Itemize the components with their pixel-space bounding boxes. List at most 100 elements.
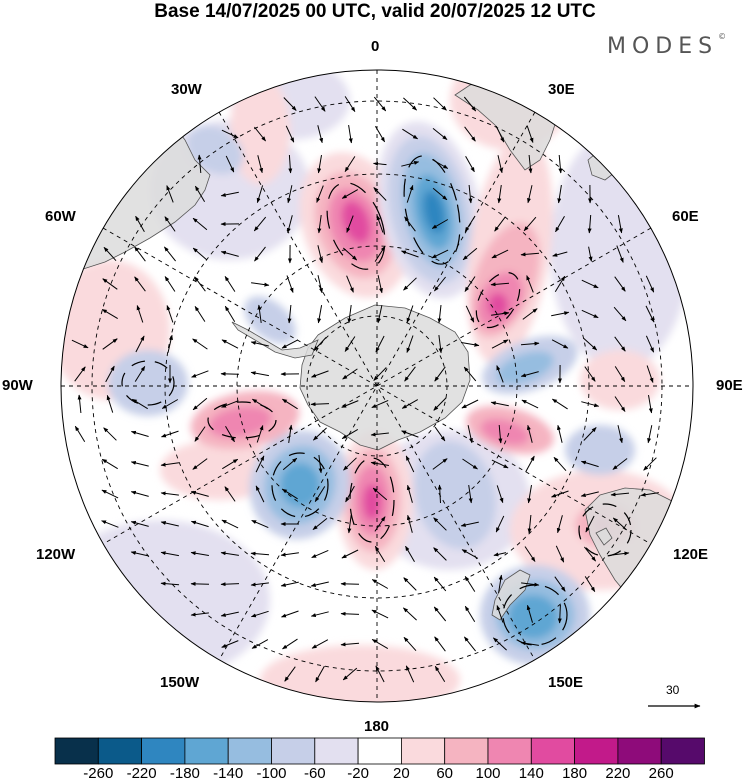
wind-arrow — [405, 665, 415, 683]
wind-arrow — [610, 492, 630, 497]
wind-arrow — [580, 460, 599, 468]
wind-arrow — [612, 458, 628, 470]
wind-arrow — [433, 97, 447, 111]
colorbar-swatch — [227, 737, 272, 765]
wind-arrow — [614, 276, 626, 292]
wind-arrow — [192, 338, 208, 350]
wind-arrow — [103, 246, 117, 262]
wind-arrow — [251, 398, 268, 410]
colorbar-swatch — [660, 737, 705, 765]
wind-arrow — [377, 275, 383, 294]
wind-arrow — [288, 424, 293, 443]
wind-arrow — [434, 636, 446, 652]
wind-arrow — [250, 371, 269, 377]
wind-arrow — [317, 155, 322, 174]
colorbar-swatch — [141, 737, 186, 765]
wind-arrow — [225, 425, 235, 443]
wind-arrow — [464, 575, 476, 592]
colorbar-tick-label: -180 — [169, 765, 200, 782]
wind-arrow — [373, 187, 387, 201]
wind-arrow — [643, 457, 657, 471]
wind-arrow — [102, 338, 118, 350]
wind-arrow — [280, 552, 299, 557]
wind-arrow — [317, 215, 322, 234]
wind-arrow — [347, 515, 352, 534]
wind-arrow — [311, 370, 329, 378]
wind-arrow — [611, 551, 630, 556]
wind-arrow — [401, 430, 419, 438]
wind-arrow — [224, 486, 236, 502]
wind-arrow — [314, 486, 326, 503]
lon-label-30w: 30W — [171, 81, 202, 98]
wind-arrow — [494, 216, 506, 232]
wind-arrow — [616, 245, 624, 263]
wind-arrow — [71, 339, 89, 349]
wind-arrow — [251, 639, 269, 649]
wind-arrow — [588, 246, 593, 262]
wind-arrow — [433, 576, 447, 592]
lon-label-150e: 150E — [548, 674, 584, 691]
wind-arrow — [221, 640, 239, 648]
wind-arrow — [192, 397, 208, 411]
wind-arrow — [612, 517, 628, 531]
wind-arrow — [343, 457, 357, 471]
wind-arrow — [103, 427, 117, 441]
wind-arrow — [465, 305, 475, 323]
colorbar-swatch — [444, 737, 489, 765]
colorbar-tick-label: -20 — [347, 765, 369, 782]
wind-arrow — [462, 247, 478, 261]
antarctica — [299, 304, 471, 451]
wind-arrow — [433, 517, 447, 531]
wind-arrow — [160, 462, 179, 467]
wind-arrow — [406, 335, 414, 353]
wind-arrow — [190, 551, 209, 556]
wind-arrow — [617, 425, 623, 444]
colorbar-swatch — [400, 737, 446, 765]
wind-arrow — [433, 606, 447, 622]
colorbar-swatch — [357, 737, 402, 765]
wind-arrow — [648, 395, 653, 414]
wind-arrow — [647, 425, 653, 444]
colorbar-tick-label: -260 — [83, 765, 114, 782]
wind-vector-field — [71, 96, 659, 683]
colorbar-swatch — [314, 737, 359, 765]
wind-arrow — [491, 249, 509, 259]
wind-arrow — [341, 189, 359, 199]
wind-arrow — [286, 275, 294, 293]
lon-label-90w: 90W — [2, 377, 33, 394]
wind-arrow — [375, 665, 385, 683]
colorbar-tick-label: 220 — [605, 765, 631, 782]
wind-arrow — [437, 484, 442, 504]
wind-arrow — [555, 215, 565, 233]
lon-label-60w: 60W — [45, 208, 76, 225]
wind-arrow — [438, 335, 443, 354]
wind-arrow — [342, 667, 358, 681]
wind-arrow — [134, 246, 146, 262]
wind-arrow — [374, 545, 386, 562]
wind-arrow — [192, 247, 208, 261]
colorbar-tick-label: 140 — [518, 765, 544, 782]
wind-arrow — [551, 398, 568, 410]
lon-label-90e: 90E — [716, 377, 743, 394]
wind-arrow — [74, 425, 86, 442]
wind-arrow — [311, 639, 329, 649]
wind-arrow — [551, 311, 570, 317]
wind-arrow — [520, 371, 539, 378]
wind-arrow — [491, 311, 510, 316]
wind-arrow — [403, 97, 417, 111]
wind-arrow — [134, 276, 146, 292]
wind-arrow — [310, 402, 330, 407]
wind-arrow — [374, 125, 386, 143]
wind-arrow — [461, 549, 479, 559]
wind-arrow — [250, 582, 269, 587]
wind-arrow — [285, 125, 295, 143]
wind-arrow — [283, 97, 297, 111]
wind-arrow — [130, 520, 149, 527]
wind-arrow — [221, 339, 239, 349]
wind-arrow — [251, 282, 270, 287]
wind-arrow — [405, 455, 415, 473]
wind-arrow — [161, 399, 179, 409]
wind-arrow — [526, 424, 533, 443]
wind-arrow — [401, 160, 420, 167]
